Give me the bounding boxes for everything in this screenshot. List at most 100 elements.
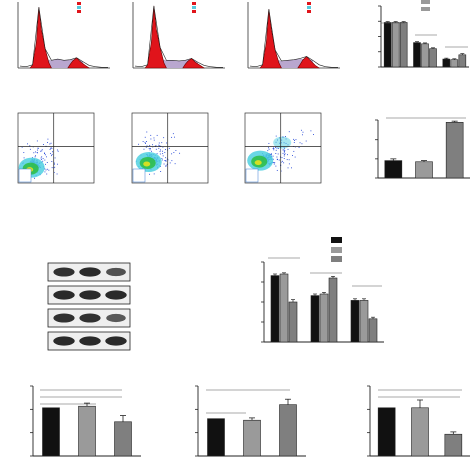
- flow-density-2: [131, 112, 209, 184]
- event-dot: [44, 152, 46, 154]
- event-dot: [284, 153, 286, 155]
- event-dot: [29, 145, 31, 147]
- event-dot: [268, 147, 269, 149]
- event-dot: [162, 146, 164, 148]
- event-dot: [41, 150, 43, 152]
- event-dot: [46, 162, 48, 163]
- event-dot: [274, 162, 276, 164]
- event-dot: [161, 158, 163, 159]
- protein-band: [53, 267, 75, 277]
- event-dot: [36, 152, 38, 153]
- cell-cycle-histogram-2: [132, 2, 225, 69]
- event-dot: [52, 151, 54, 153]
- event-dot: [276, 159, 278, 161]
- event-dot: [161, 159, 163, 161]
- event-dot: [175, 150, 177, 151]
- bar: [445, 122, 464, 179]
- legend-swatch: [421, 7, 430, 11]
- event-dot: [285, 136, 286, 138]
- event-dot: [159, 145, 161, 147]
- event-dot: [138, 143, 140, 145]
- bar: [288, 301, 298, 343]
- event-dot: [270, 153, 272, 155]
- event-dot: [283, 155, 285, 157]
- bar: [421, 43, 429, 68]
- event-dot: [45, 169, 47, 171]
- event-dot: [53, 162, 55, 164]
- flow-density-3: [244, 112, 322, 184]
- gate-box: [245, 168, 259, 183]
- event-dot: [56, 173, 58, 175]
- event-dot: [37, 149, 39, 151]
- event-dot: [161, 142, 163, 144]
- protein-band: [106, 267, 126, 277]
- event-dot: [268, 142, 270, 144]
- event-dot: [154, 145, 156, 147]
- event-dot: [278, 159, 280, 161]
- event-dot: [149, 144, 151, 146]
- event-dot: [46, 173, 48, 175]
- event-dot: [165, 157, 167, 159]
- event-dot: [51, 161, 53, 162]
- event-dot: [149, 148, 151, 149]
- event-dot: [273, 163, 275, 165]
- event-dot: [45, 163, 46, 165]
- event-dot: [286, 159, 288, 161]
- event-dot: [294, 156, 296, 158]
- event-dot: [160, 149, 161, 151]
- event-dot: [283, 158, 285, 159]
- event-dot: [51, 146, 52, 148]
- event-dot: [56, 163, 58, 165]
- event-dot: [293, 141, 295, 143]
- event-dot: [155, 145, 157, 147]
- event-dot: [156, 153, 158, 155]
- histogram-outline: [134, 5, 223, 68]
- event-dot: [23, 152, 25, 154]
- event-dot: [283, 162, 285, 164]
- event-dot: [291, 167, 292, 169]
- event-dot: [166, 158, 168, 160]
- protein-band: [53, 336, 75, 346]
- bar: [42, 407, 60, 457]
- event-dot: [54, 166, 56, 168]
- bar: [350, 300, 360, 343]
- event-dot: [145, 141, 147, 142]
- histogram-outline: [19, 7, 108, 68]
- bar: [450, 59, 459, 68]
- event-dot: [35, 151, 36, 153]
- bottom-bars-3: [367, 385, 470, 457]
- bottom-bars-2: [195, 385, 306, 457]
- protein-band: [79, 267, 101, 277]
- event-dot: [40, 159, 42, 160]
- cell-cycle-histogram-3: [247, 2, 340, 69]
- density-core: [143, 161, 151, 167]
- protein-bars: [261, 237, 384, 343]
- event-dot: [41, 156, 43, 158]
- gate-box: [18, 168, 32, 183]
- protein-band: [79, 313, 101, 323]
- event-dot: [144, 141, 146, 143]
- event-dot: [50, 147, 51, 149]
- event-dot: [149, 149, 151, 151]
- event-dot: [275, 147, 277, 148]
- event-dot: [51, 148, 53, 149]
- event-dot: [272, 148, 274, 149]
- event-dot: [37, 147, 39, 149]
- event-dot: [42, 144, 44, 145]
- event-dot: [29, 148, 31, 150]
- event-dot: [165, 164, 167, 166]
- event-dot: [35, 155, 37, 157]
- event-dot: [287, 148, 289, 150]
- event-dot: [153, 173, 155, 175]
- bar: [458, 54, 467, 68]
- event-dot: [166, 142, 168, 144]
- event-dot: [295, 139, 297, 141]
- event-dot: [271, 153, 273, 155]
- legend-swatch: [192, 2, 196, 5]
- protein-band: [105, 290, 127, 300]
- event-dot: [40, 150, 42, 152]
- event-dot: [44, 168, 46, 170]
- bottom-bars-1: [30, 385, 141, 457]
- event-dot: [292, 155, 293, 157]
- density-contour: [273, 136, 292, 149]
